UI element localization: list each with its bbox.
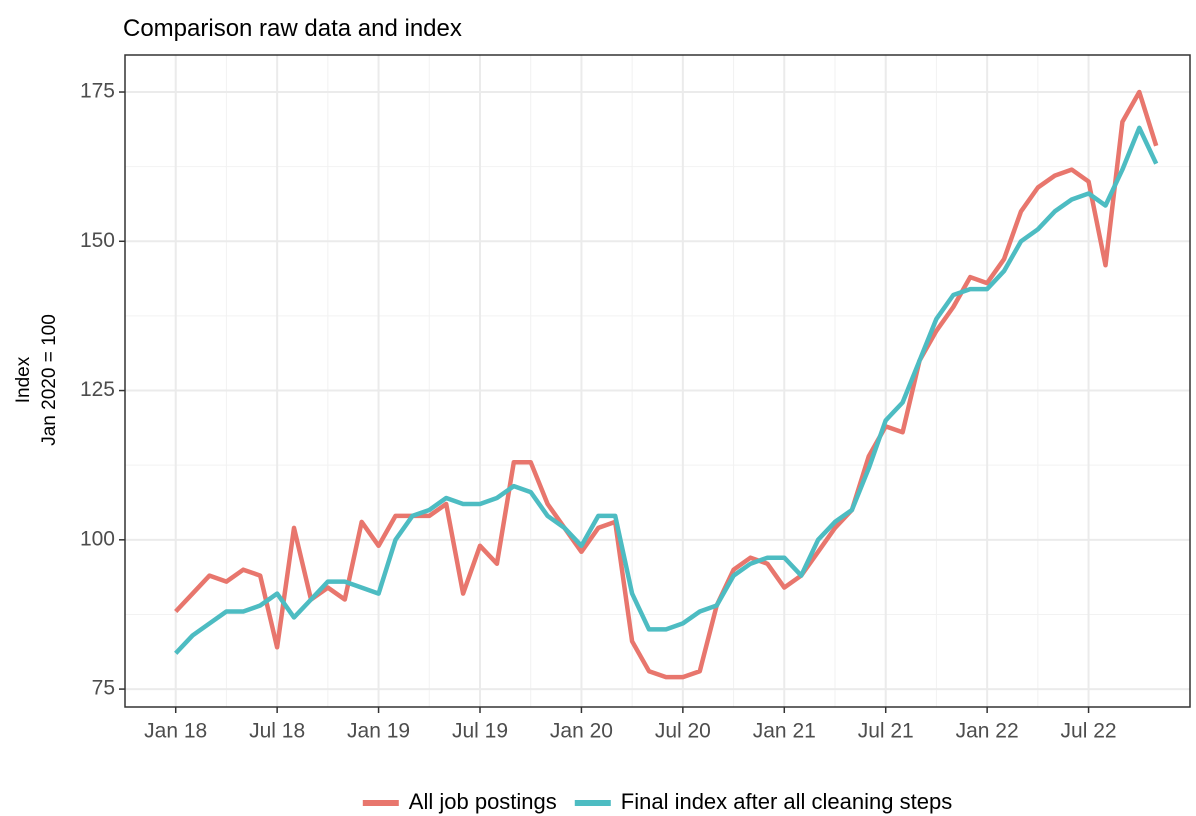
x-tick-label: Jul 19 — [452, 720, 508, 743]
x-tick-label: Jul 22 — [1061, 720, 1117, 743]
x-tick-label: Jan 19 — [347, 720, 410, 743]
x-tick-label: Jul 20 — [655, 720, 711, 743]
y-tick-label: 175 — [80, 80, 115, 103]
y-axis-title-line: Jan 2020 = 100 — [39, 314, 60, 446]
series-line — [174, 125, 1159, 655]
y-tick-label: 150 — [80, 229, 115, 252]
x-tick-label: Jul 18 — [249, 720, 305, 743]
x-tick-label: Jan 21 — [753, 720, 816, 743]
legend-label: Final index after all cleaning steps — [621, 789, 952, 814]
chart-title: Comparison raw data and index — [123, 15, 462, 42]
y-axis-title: Index Jan 2020 = 100 — [13, 314, 60, 446]
y-tick-label: 75 — [92, 677, 115, 700]
plot-border — [124, 54, 1191, 708]
x-tick-label: Jan 20 — [550, 720, 613, 743]
series-line — [174, 89, 1159, 680]
y-tick-label: 100 — [80, 527, 115, 550]
x-tick-label: Jul 21 — [858, 720, 914, 743]
legend-label: All job postings — [409, 789, 557, 814]
legend: All job postings Final index after all cl… — [362, 789, 952, 814]
y-tick-label: 125 — [80, 378, 115, 401]
x-tick-label: Jan 18 — [144, 720, 207, 743]
y-axis-title-line: Index — [13, 356, 34, 403]
x-tick-label: Jan 22 — [956, 720, 1019, 743]
